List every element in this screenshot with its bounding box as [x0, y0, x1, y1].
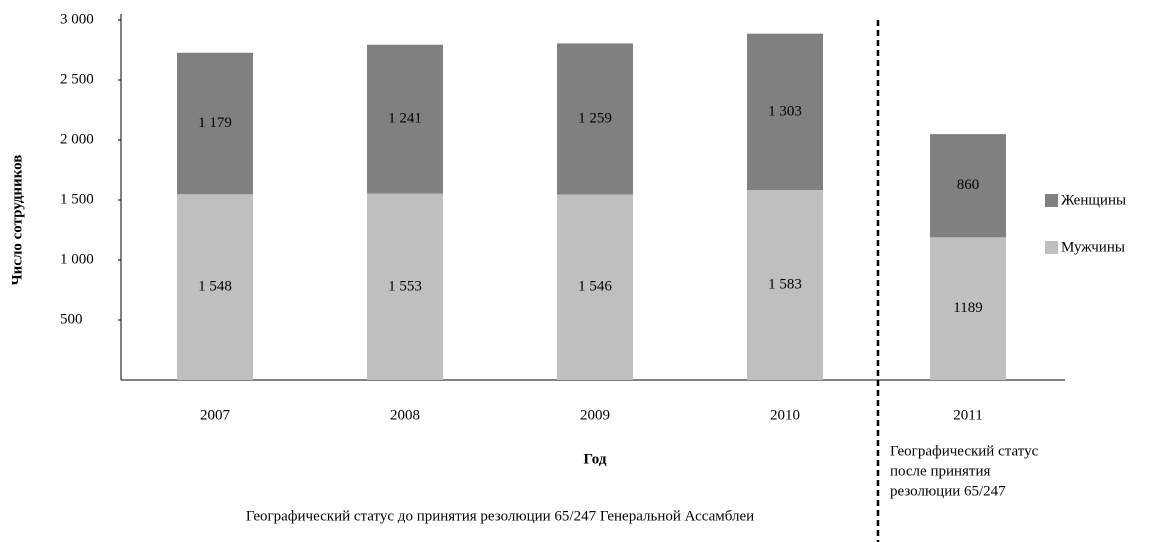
- annotation: Географический статус до принятия резолю…: [246, 508, 754, 524]
- data-label: 1 179: [198, 115, 232, 131]
- x-tick-label: 2008: [390, 407, 420, 423]
- data-label: 1 553: [388, 278, 422, 294]
- legend-label: Мужчины: [1061, 239, 1125, 255]
- data-label: 1 241: [388, 111, 422, 127]
- bar-segment: [367, 44, 443, 194]
- bar-segment: [930, 134, 1006, 238]
- legend-swatch: [1045, 241, 1058, 254]
- data-label: 1 583: [768, 276, 802, 292]
- data-label: 1189: [953, 300, 982, 316]
- bar-segment: [557, 43, 633, 195]
- data-label: 1 303: [768, 103, 802, 119]
- x-tick-label: 2009: [580, 407, 610, 423]
- annotation: после принятия: [890, 463, 991, 479]
- bar-segment: [367, 193, 443, 380]
- bar-segment: [747, 190, 823, 380]
- bar-segment: [747, 33, 823, 191]
- y-tick-label: 1 500: [60, 191, 94, 207]
- x-tick-label: 2011: [953, 407, 982, 423]
- annotation: резолюции 65/247: [890, 483, 1006, 499]
- y-tick-label: 500: [60, 311, 83, 327]
- bar-segment: [177, 194, 253, 380]
- y-tick-label: 1 000: [60, 251, 94, 267]
- data-label: 860: [957, 177, 980, 193]
- bar-segment: [177, 52, 253, 195]
- annotation: Географический статус: [890, 443, 1039, 459]
- y-tick-label: 3 000: [60, 11, 94, 27]
- data-label: 1 548: [198, 279, 232, 295]
- legend-label: Женщины: [1061, 192, 1126, 208]
- y-tick-label: 2 000: [60, 131, 94, 147]
- y-tick-label: 2 500: [60, 71, 94, 87]
- x-axis-label: Год: [584, 451, 607, 467]
- data-label: 1 259: [578, 110, 612, 126]
- data-label: 1 546: [578, 279, 612, 295]
- y-axis-label: Число сотрудников: [9, 155, 25, 286]
- bar-segment: [557, 194, 633, 380]
- bar-segment: [930, 237, 1006, 380]
- x-tick-label: 2007: [200, 407, 231, 423]
- x-tick-label: 2010: [770, 407, 800, 423]
- legend-swatch: [1045, 194, 1058, 207]
